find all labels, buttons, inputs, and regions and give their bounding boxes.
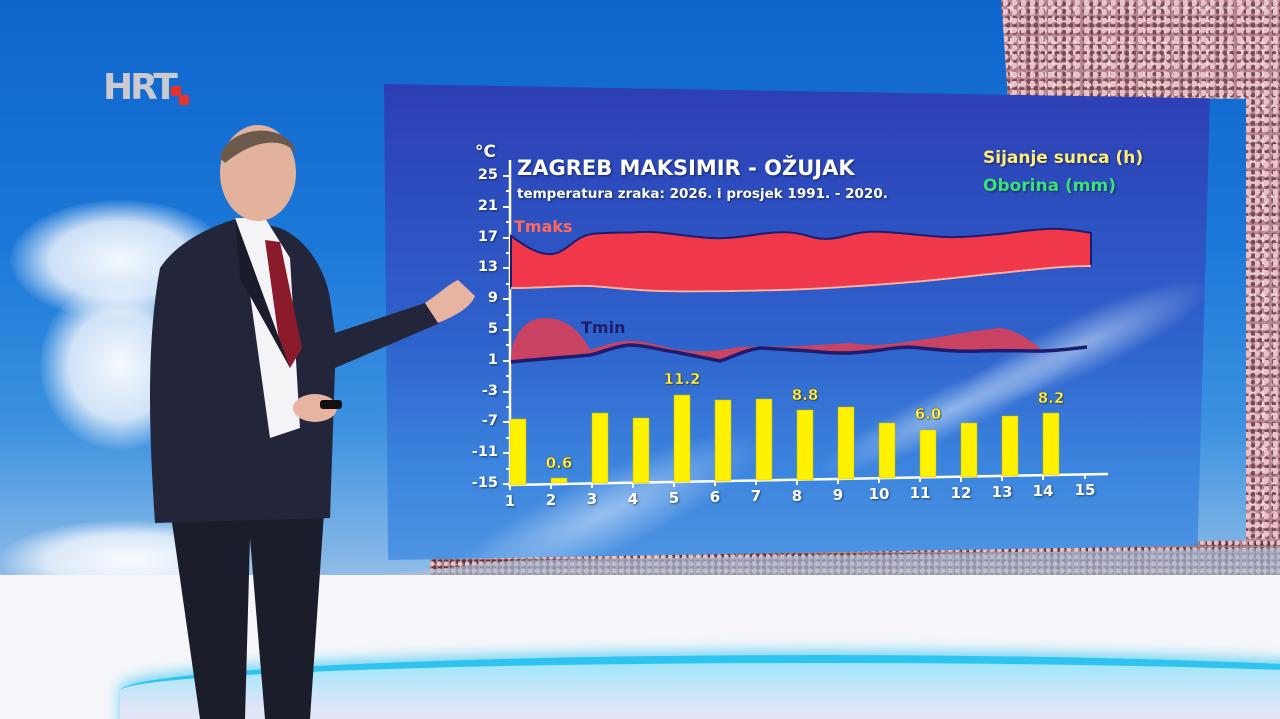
sunshine-bar-day-4 [632,417,650,484]
sunshine-bar-day-13 [1001,415,1019,477]
x-tick-label: 6 [709,488,721,506]
sunshine-bar-day-3 [591,412,609,484]
y-tick-label: 17 [477,229,498,245]
y-tick-label: -11 [471,444,498,460]
chart-title: ZAGREB MAKSIMIR - OŽUJAK [517,156,855,180]
sunshine-bar-day-11 [919,429,937,478]
x-tick-label: 9 [832,486,844,504]
x-tick-label: 5 [668,489,680,507]
sunshine-bar-day-9 [837,406,855,480]
x-tick-label: 11 [909,484,931,502]
logo-text: HRT [103,67,178,108]
x-tick-label: 1 [504,492,516,510]
logo-accent-square [179,95,189,105]
y-tick-label: 13 [477,259,498,275]
x-tick-label: 7 [750,487,762,505]
bar-value-label: 8.8 [791,386,819,404]
tmax-average-line [510,265,1092,293]
y-tick-label: 5 [487,321,498,337]
y-tick-label: -7 [481,413,498,429]
x-tick-label: 8 [791,487,803,505]
sunshine-bar-day-5 [673,394,691,483]
sunshine-bar-day-7 [755,398,773,481]
tmax-band [510,227,1092,293]
x-tick-label: 4 [627,490,639,508]
presenter [150,125,475,719]
y-tick-label: -3 [481,383,498,399]
y-tick-label: 21 [477,198,498,214]
y-axis-ticks [503,175,510,485]
sunshine-bar-day-2 [550,477,568,484]
tmin-series-label: Tmin [581,318,626,337]
bar-value-label: 6.0 [914,405,942,423]
tmax-series-label: Tmaks [514,217,573,236]
presenter-hand [425,280,475,323]
x-tick-label: 12 [950,484,972,502]
sunshine-bar-day-14 [1042,412,1060,476]
bar-value-label: 0.6 [545,454,573,472]
y-tick-label: 25 [477,167,498,183]
sunshine-bars [509,394,1060,486]
presenter-lapel [235,218,290,368]
sunshine-bar-day-6 [714,399,732,482]
logo-accent-square [171,86,181,96]
legend-sunshine: Sijanje sunca (h) [983,148,1144,168]
presenter-trousers [170,498,325,719]
remote-clicker [320,400,342,409]
bar-value-label: 11.2 [663,370,701,388]
x-tick-label: 13 [991,483,1013,501]
presenter-hair [220,130,297,163]
x-axis-ticks [509,474,1086,490]
sunshine-bar-day-1 [509,418,527,486]
y-axis-unit: °C [475,142,496,162]
sunshine-bar-day-12 [960,422,978,478]
x-tick-label: 2 [545,491,557,509]
presenter-tie [265,240,302,368]
sunshine-bar-day-8 [796,409,814,481]
x-tick-label: 14 [1032,482,1054,500]
hrt-logo: HRT [103,67,189,109]
tmin-average-fill [511,318,1040,362]
sunshine-bar-day-10 [878,422,896,479]
x-tick-label: 10 [868,485,890,503]
tmin-line [510,343,1088,364]
x-tick-label: 3 [586,490,598,508]
chart-subtitle: temperatura zraka: 2026. i prosjek 1991.… [517,186,888,202]
bar-value-label: 8.2 [1037,389,1065,407]
y-tick-label: -15 [471,475,498,491]
x-tick-label: 15 [1074,481,1096,499]
legend-precipitation: Oborina (mm) [983,176,1116,196]
y-tick-label: 1 [487,352,498,368]
y-tick-label: 9 [487,290,498,306]
